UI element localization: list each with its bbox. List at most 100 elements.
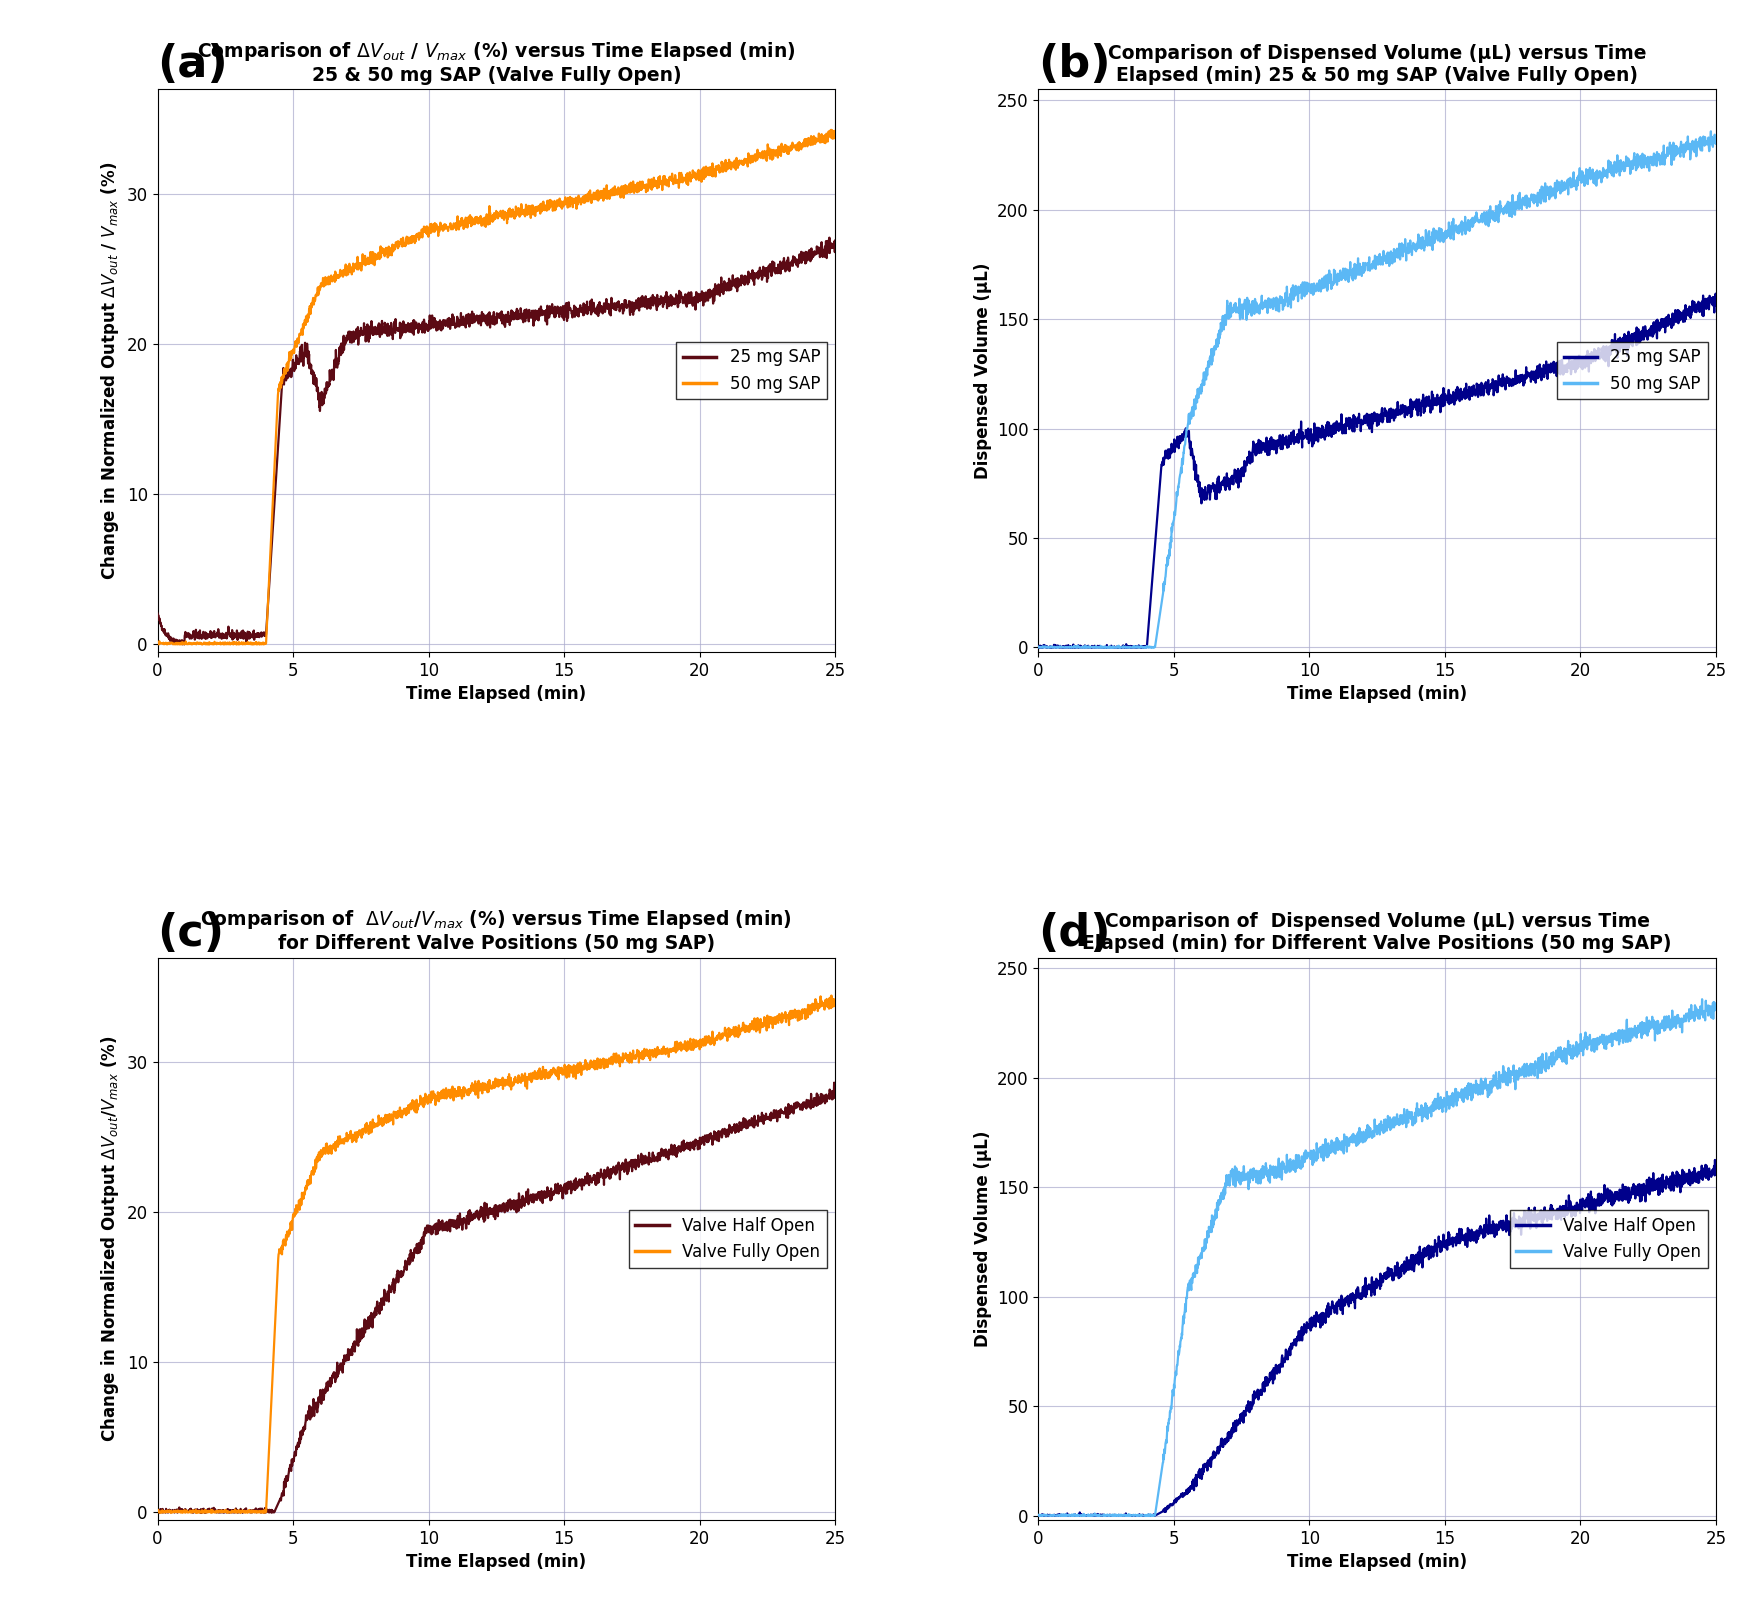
50 mg SAP <box>1686 137 1707 157</box>
Text: (d): (d) <box>1038 912 1112 954</box>
Valve Half Open <box>147 1501 168 1520</box>
50 mg SAP <box>1340 252 1361 272</box>
Line: 25 mg SAP: 25 mg SAP <box>1038 294 1716 647</box>
Title: Comparison of  Dispensed Volume (μL) versus Time
Elapsed (min) for Different Val: Comparison of Dispensed Volume (μL) vers… <box>1082 912 1672 952</box>
Legend: Valve Half Open, Valve Fully Open: Valve Half Open, Valve Fully Open <box>1509 1210 1707 1268</box>
Y-axis label: Dispensed Volume (μL): Dispensed Volume (μL) <box>974 1130 991 1347</box>
50 mg SAP <box>182 634 203 653</box>
25 mg SAP <box>1028 637 1049 657</box>
Valve Half Open <box>1063 1505 1084 1525</box>
X-axis label: Time Elapsed (min): Time Elapsed (min) <box>406 1554 587 1572</box>
Y-axis label: Change in Normalized Output $\Delta$$V_{out}$/$V_{max}$ (%): Change in Normalized Output $\Delta$$V_{… <box>100 1035 121 1442</box>
Legend: Valve Half Open, Valve Fully Open: Valve Half Open, Valve Fully Open <box>629 1210 826 1268</box>
X-axis label: Time Elapsed (min): Time Elapsed (min) <box>1287 1554 1467 1572</box>
Valve Half Open <box>476 1205 497 1224</box>
Y-axis label: Dispensed Volume (μL): Dispensed Volume (μL) <box>974 262 991 479</box>
Valve Half Open <box>1340 1289 1361 1308</box>
50 mg SAP <box>1562 176 1583 196</box>
25 mg SAP <box>1705 296 1726 315</box>
Valve Half Open <box>149 1502 170 1522</box>
25 mg SAP <box>182 627 203 647</box>
25 mg SAP <box>825 231 846 251</box>
25 mg SAP <box>1705 285 1726 304</box>
Valve Fully Open <box>1562 1041 1583 1061</box>
Text: (c): (c) <box>158 912 224 954</box>
25 mg SAP <box>476 315 497 335</box>
Valve Half Open <box>1562 1200 1583 1219</box>
Line: Valve Half Open: Valve Half Open <box>1038 1159 1716 1515</box>
Valve Fully Open <box>1357 1121 1378 1140</box>
50 mg SAP <box>1705 133 1726 152</box>
Valve Half Open <box>1705 1166 1726 1185</box>
Valve Fully Open <box>476 1082 497 1101</box>
Valve Fully Open <box>147 1501 168 1520</box>
25 mg SAP <box>1686 302 1707 322</box>
50 mg SAP <box>147 634 168 653</box>
Title: Comparison of Dispensed Volume (μL) versus Time
Elapsed (min) 25 & 50 mg SAP (Va: Comparison of Dispensed Volume (μL) vers… <box>1108 44 1646 86</box>
Valve Fully Open <box>1063 1505 1084 1525</box>
Title: Comparison of  $\mathit{\Delta}$$V_{out}$/$V_{max}$ (%) versus Time Elapsed (min: Comparison of $\mathit{\Delta}$$V_{out}$… <box>200 909 791 952</box>
25 mg SAP <box>147 603 168 623</box>
Valve Fully Open <box>1686 1001 1707 1020</box>
50 mg SAP <box>821 120 842 139</box>
Valve Half Open <box>1028 1505 1049 1525</box>
25 mg SAP <box>805 244 826 264</box>
Text: (b): (b) <box>1038 44 1112 86</box>
Valve Fully Open <box>1705 996 1726 1015</box>
Legend: 25 mg SAP, 50 mg SAP: 25 mg SAP, 50 mg SAP <box>676 341 826 399</box>
25 mg SAP <box>1686 298 1707 317</box>
Valve Fully Open <box>821 986 842 1006</box>
25 mg SAP <box>1357 416 1378 435</box>
50 mg SAP <box>1700 121 1721 141</box>
X-axis label: Time Elapsed (min): Time Elapsed (min) <box>1287 686 1467 703</box>
25 mg SAP <box>459 317 480 336</box>
Valve Half Open <box>1704 1150 1725 1169</box>
Valve Fully Open <box>1686 1001 1707 1020</box>
50 mg SAP <box>1028 637 1049 657</box>
Valve Half Open <box>823 1074 844 1093</box>
Line: Valve Fully Open: Valve Fully Open <box>1038 999 1716 1515</box>
Valve Half Open <box>805 1088 826 1108</box>
Valve Fully Open <box>1028 1505 1049 1525</box>
50 mg SAP <box>805 133 826 152</box>
Line: Valve Half Open: Valve Half Open <box>158 1083 835 1512</box>
Valve Fully Open <box>681 1038 702 1058</box>
Valve Fully Open <box>825 993 846 1012</box>
Valve Fully Open <box>805 990 826 1009</box>
Valve Half Open <box>1357 1277 1378 1297</box>
Valve Fully Open <box>182 1502 203 1522</box>
Valve Fully Open <box>805 993 826 1012</box>
50 mg SAP <box>825 125 846 144</box>
50 mg SAP <box>1686 147 1707 167</box>
Text: (a): (a) <box>158 44 228 86</box>
50 mg SAP <box>681 168 702 188</box>
25 mg SAP <box>1562 351 1583 370</box>
Valve Fully Open <box>1340 1129 1361 1148</box>
Valve Half Open <box>1686 1167 1707 1187</box>
Valve Fully Open <box>1028 1505 1049 1525</box>
Valve Fully Open <box>1691 990 1712 1009</box>
50 mg SAP <box>1357 255 1378 275</box>
Line: 25 mg SAP: 25 mg SAP <box>158 238 835 644</box>
Valve Half Open <box>681 1137 702 1156</box>
Legend: 25 mg SAP, 50 mg SAP: 25 mg SAP, 50 mg SAP <box>1557 341 1707 399</box>
Valve Fully Open <box>459 1083 480 1103</box>
Valve Half Open <box>805 1095 826 1114</box>
25 mg SAP <box>819 228 840 247</box>
Title: Comparison of $\mathit{\Delta}$$V_{out}$ / $V_{max}$ (%) versus Time Elapsed (mi: Comparison of $\mathit{\Delta}$$V_{out}$… <box>198 40 795 86</box>
25 mg SAP <box>805 244 826 264</box>
Valve Half Open <box>1686 1164 1707 1184</box>
50 mg SAP <box>459 207 480 226</box>
25 mg SAP <box>172 634 193 653</box>
Valve Fully Open <box>151 1502 172 1522</box>
Valve Half Open <box>182 1502 203 1522</box>
Line: 50 mg SAP: 50 mg SAP <box>158 129 835 644</box>
Y-axis label: Change in Normalized Output $\Delta$$V_{out}$ / $V_{max}$ (%): Change in Normalized Output $\Delta$$V_{… <box>100 162 121 579</box>
50 mg SAP <box>805 128 826 147</box>
50 mg SAP <box>1063 637 1084 657</box>
25 mg SAP <box>1063 637 1084 657</box>
X-axis label: Time Elapsed (min): Time Elapsed (min) <box>406 686 587 703</box>
50 mg SAP <box>149 634 170 653</box>
Valve Half Open <box>825 1088 846 1108</box>
25 mg SAP <box>1340 407 1361 427</box>
